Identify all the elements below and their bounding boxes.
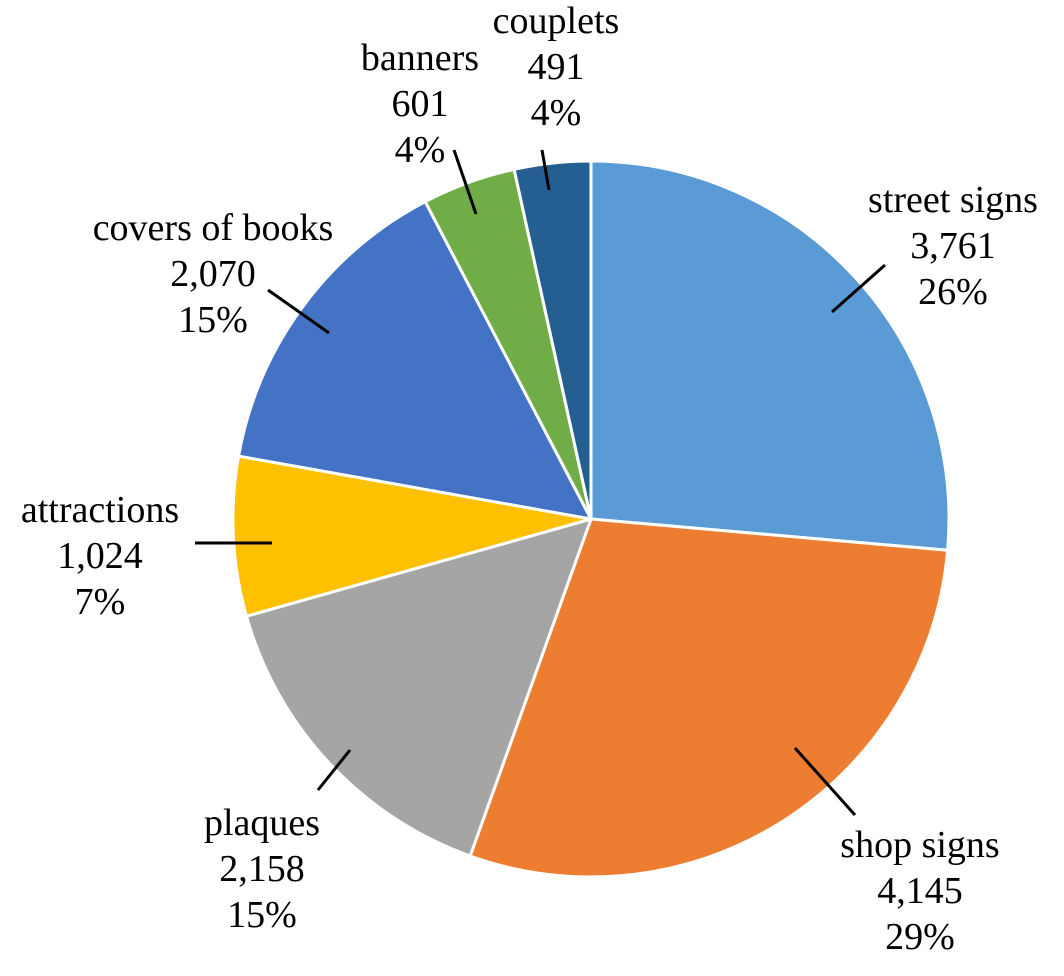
leader-line-banners [452, 149, 478, 215]
slice-label-percent: 7% [75, 581, 126, 623]
slice-label-value: 601 [392, 83, 449, 125]
pie-slice-shop-signs [468, 517, 950, 879]
slice-label-name: banners [361, 37, 479, 79]
slice-label-value: 2,158 [219, 848, 305, 890]
data-label-covers-of-books: covers of books 2,070 15% [93, 207, 334, 341]
slice-label-percent: 4% [395, 129, 446, 171]
slice-label-name: plaques [204, 802, 320, 844]
leader-line-covers-of-books [267, 288, 330, 335]
data-label-attractions: attractions 1,024 7% [21, 489, 179, 623]
leader-line-plaques [316, 749, 352, 791]
slice-label-value: 2,070 [170, 253, 256, 295]
pie-slice-covers-of-books [237, 200, 593, 521]
pie-slice-attractions [231, 454, 593, 618]
slice-label-value: 1,024 [57, 535, 143, 577]
slice-label-percent: 15% [227, 894, 297, 936]
slice-label-name: covers of books [93, 207, 334, 249]
slice-label-percent: 26% [918, 271, 988, 313]
data-label-street-signs: street signs 3,761 26% [868, 179, 1038, 313]
slice-label-percent: 15% [178, 299, 248, 341]
data-label-couplets: couplets 491 4% [493, 0, 620, 134]
data-label-banners: banners 601 4% [361, 37, 479, 171]
slice-label-value: 4,145 [877, 870, 963, 912]
pie-slice-street-signs [589, 159, 951, 552]
slice-label-value: 3,761 [910, 225, 996, 267]
slice-label-name: couplets [493, 0, 620, 42]
leader-line-couplets [540, 149, 551, 191]
data-labels: street signs 3,761 26% shop signs 4,145 29% pl… [21, 0, 1038, 958]
slice-label-value: 491 [528, 46, 585, 88]
slice-label-percent: 29% [885, 916, 955, 958]
leader-lines [195, 149, 886, 817]
pie-slice-couplets [512, 159, 593, 521]
pie-slices [231, 159, 951, 879]
slice-label-name: street signs [868, 179, 1038, 221]
data-label-plaques: plaques 2,158 15% [204, 802, 320, 936]
leader-line-street-signs [831, 263, 886, 314]
data-label-shop-signs: shop signs 4,145 29% [840, 824, 999, 958]
slice-label-name: shop signs [840, 824, 999, 866]
leader-line-shop-signs [793, 746, 857, 817]
pie-slice-plaques [244, 517, 593, 858]
slice-label-name: attractions [21, 489, 179, 531]
slice-label-percent: 4% [531, 92, 582, 134]
